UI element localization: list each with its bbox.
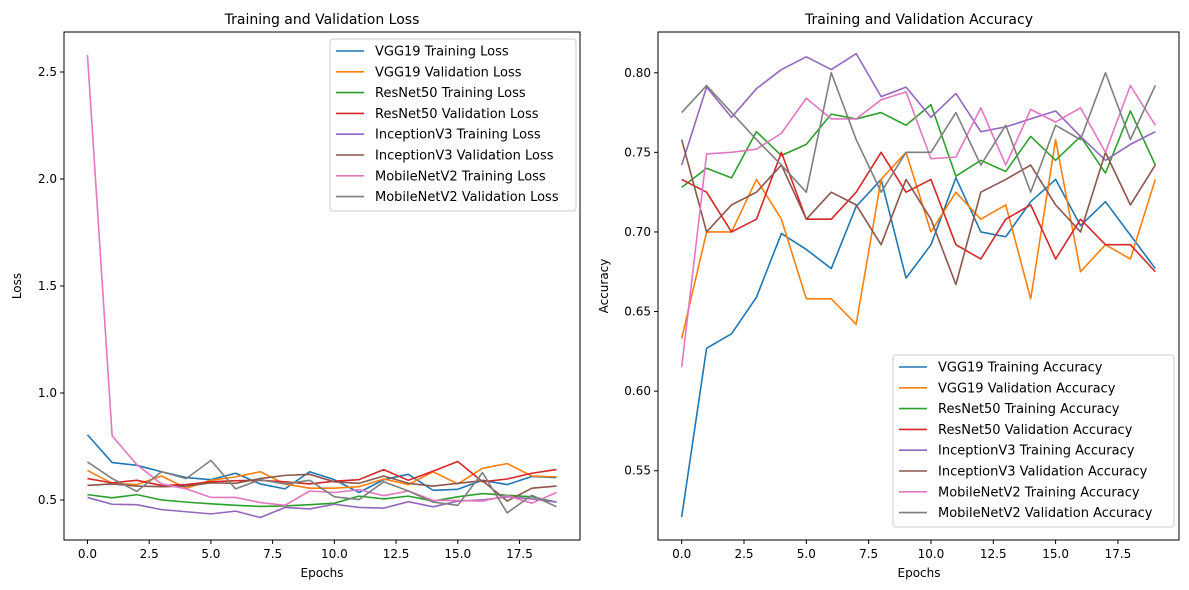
- accuracy-chart-ticks: 0.0 2.5 5.0 7.5 10.0 12.5 15.0 17.5 0.55 0.60 0.65…: [624, 66, 1131, 561]
- loss-xtick-label: 17.5: [506, 547, 533, 561]
- accuracy-chart: Training and Validation Accuracy Epochs …: [597, 12, 1180, 580]
- loss-legend-box: [329, 38, 577, 212]
- legend-label-vgg19-validation-accuracy: VGG19 Validation Accuracy: [938, 381, 1116, 396]
- loss-chart-legend: VGG19 Training Loss VGG19 Validation Loss…: [329, 38, 577, 212]
- loss-ytick-label: 2.5: [38, 65, 57, 79]
- accuracy-xtick-label: 2.5: [734, 547, 753, 561]
- legend-label-inceptionv3-training-accuracy: InceptionV3 Training Accuracy: [938, 444, 1135, 459]
- series-line-resnet50-training-loss: [87, 492, 557, 508]
- series-line-resnet50-training-accuracy: [681, 103, 1157, 189]
- accuracy-xtick-label: 15.0: [1042, 547, 1069, 561]
- series-line-mobilenetv2-validation-loss: [87, 459, 557, 514]
- loss-chart-ylabel: Loss: [10, 273, 24, 299]
- loss-xtick-label: 15.0: [444, 547, 471, 561]
- series-line-inceptionv3-training-accuracy: [680, 52, 1156, 166]
- accuracy-chart-frame: [657, 31, 1180, 541]
- accuracy-ytick-label: 0.80: [624, 66, 651, 80]
- legend-label-inceptionv3-validation-loss: InceptionV3 Validation Loss: [375, 149, 554, 164]
- legend-label-vgg19-training-accuracy: VGG19 Training Accuracy: [938, 361, 1103, 376]
- accuracy-ytick-label: 0.75: [624, 145, 651, 159]
- loss-chart-xlabel: Epochs: [301, 566, 344, 580]
- loss-ytick-label: 1.0: [38, 386, 57, 400]
- accuracy-xtick-label: 7.5: [859, 547, 878, 561]
- loss-ytick-label: 0.5: [38, 493, 57, 507]
- series-line-vgg19-training-accuracy: [680, 177, 1156, 518]
- accuracy-chart-title: Training and Validation Accuracy: [804, 12, 1033, 28]
- series-line-mobilenetv2-training-accuracy: [680, 84, 1156, 368]
- accuracy-ytick-label: 0.65: [624, 305, 651, 319]
- loss-ytick-label: 2.0: [38, 172, 57, 186]
- accuracy-chart-xlabel: Epochs: [898, 566, 941, 580]
- accuracy-xtick-label: 12.5: [980, 547, 1007, 561]
- legend-label-mobilenetv2-validation-loss: MobileNetV2 Validation Loss: [375, 190, 559, 205]
- accuracy-legend-box: [892, 354, 1175, 528]
- legend-label-mobilenetv2-validation-accuracy: MobileNetV2 Validation Accuracy: [938, 506, 1153, 521]
- accuracy-xtick-label: 0.0: [672, 547, 691, 561]
- legend-label-resnet50-validation-accuracy: ResNet50 Validation Accuracy: [938, 423, 1133, 438]
- legend-label-resnet50-validation-loss: ResNet50 Validation Loss: [375, 107, 539, 122]
- loss-chart-ticks: 0.0 2.5 5.0 7.5 10.0 12.5 15.0 17.5 0.5 1.0 1.5 2.0…: [38, 65, 533, 561]
- accuracy-ytick-label: 0.70: [624, 225, 651, 239]
- legend-label-inceptionv3-validation-accuracy: InceptionV3 Validation Accuracy: [938, 465, 1148, 480]
- series-line-inceptionv3-validation-accuracy: [680, 139, 1156, 286]
- accuracy-xtick-label: 5.0: [797, 547, 816, 561]
- legend-label-vgg19-training-loss: VGG19 Training Loss: [375, 45, 509, 60]
- accuracy-chart-ylabel: Accuracy: [597, 259, 611, 314]
- loss-chart-frame: [63, 31, 581, 541]
- accuracy-chart-lines: [680, 52, 1157, 518]
- accuracy-xtick-label: 17.5: [1105, 547, 1132, 561]
- legend-label-vgg19-validation-loss: VGG19 Validation Loss: [375, 65, 522, 80]
- legend-label-mobilenetv2-training-loss: MobileNetV2 Training Loss: [375, 169, 546, 184]
- series-line-mobilenetv2-training-loss: [86, 54, 557, 507]
- loss-xtick-label: 2.5: [140, 547, 159, 561]
- loss-chart-title: Training and Validation Loss: [224, 12, 420, 28]
- loss-chart-lines: [86, 54, 557, 519]
- loss-ytick-label: 1.5: [38, 279, 57, 293]
- loss-xtick-label: 10.0: [321, 547, 348, 561]
- legend-label-resnet50-training-loss: ResNet50 Training Loss: [375, 86, 526, 101]
- series-line-mobilenetv2-validation-accuracy: [681, 71, 1157, 193]
- legend-label-mobilenetv2-training-accuracy: MobileNetV2 Training Accuracy: [938, 485, 1140, 500]
- legend-label-resnet50-training-accuracy: ResNet50 Training Accuracy: [938, 402, 1120, 417]
- accuracy-chart-legend: VGG19 Training Accuracy VGG19 Validation …: [892, 354, 1175, 528]
- accuracy-ytick-label: 0.60: [624, 384, 651, 398]
- loss-xtick-label: 12.5: [383, 547, 410, 561]
- legend-label-inceptionv3-training-loss: InceptionV3 Training Loss: [375, 128, 541, 143]
- series-line-resnet50-validation-accuracy: [681, 151, 1156, 273]
- series-line-vgg19-validation-accuracy: [680, 138, 1157, 339]
- series-line-inceptionv3-validation-loss: [87, 473, 557, 502]
- loss-chart: Training and Validation Loss Epochs Loss…: [10, 12, 581, 580]
- loss-xtick-label: 5.0: [201, 547, 220, 561]
- loss-xtick-label: 7.5: [263, 547, 282, 561]
- loss-xtick-label: 0.0: [78, 547, 97, 561]
- accuracy-ytick-label: 0.55: [624, 464, 651, 478]
- accuracy-xtick-label: 10.0: [918, 547, 945, 561]
